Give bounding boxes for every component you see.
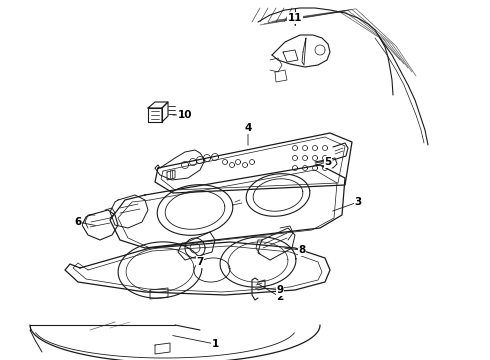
Text: 9: 9: [276, 285, 284, 295]
Text: 2: 2: [276, 292, 284, 302]
Text: 10: 10: [178, 110, 192, 120]
Text: 7: 7: [196, 257, 204, 267]
Text: 6: 6: [74, 217, 82, 227]
Text: 8: 8: [298, 245, 306, 255]
Text: 4: 4: [245, 123, 252, 133]
Text: 11: 11: [288, 13, 302, 23]
Text: 1: 1: [211, 339, 219, 349]
Text: 3: 3: [354, 197, 362, 207]
Text: 5: 5: [324, 157, 332, 167]
